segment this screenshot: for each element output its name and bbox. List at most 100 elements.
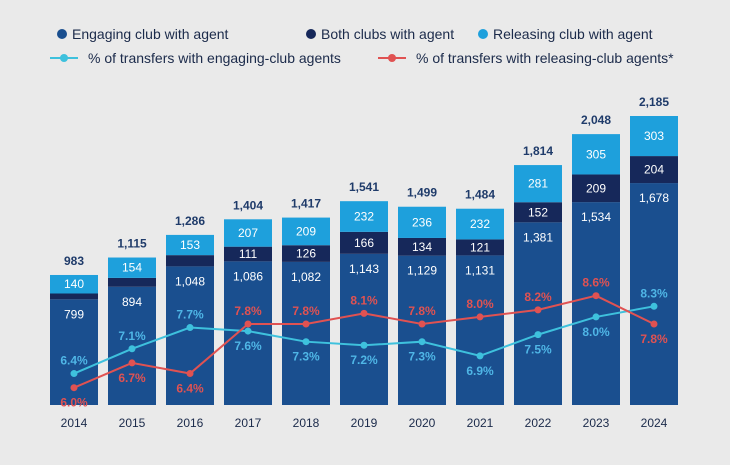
engaging-agents-line-label: 7.5% xyxy=(524,343,552,357)
x-tick-label: 2018 xyxy=(293,416,320,430)
engaging-segment xyxy=(514,222,562,405)
engaging-agents-line-point xyxy=(70,370,78,378)
releasing-segment-label: 154 xyxy=(122,261,142,275)
releasing-segment xyxy=(50,274,98,294)
x-tick-label: 2016 xyxy=(177,416,204,430)
releasing-segment xyxy=(224,219,272,247)
engaging-agents-line-point xyxy=(534,331,542,339)
releasing-segment-label: 209 xyxy=(296,224,316,238)
releasing-segment xyxy=(630,116,678,157)
engaging-agents-line-label: 7.3% xyxy=(408,350,436,364)
releasing-agents-line-point xyxy=(476,313,484,321)
bar-total-label: 1,286 xyxy=(175,214,205,228)
both-segment xyxy=(224,246,272,262)
bar-total-label: 1,484 xyxy=(465,188,495,202)
both-segment xyxy=(572,174,620,203)
engaging-segment-label: 1,048 xyxy=(175,274,205,288)
legend-releasing-line-marker xyxy=(388,54,396,62)
both-segment xyxy=(630,156,678,184)
releasing-agents-line-label: 6.0% xyxy=(60,396,88,410)
x-tick-label: 2019 xyxy=(351,416,378,430)
engaging-segment-label: 1,678 xyxy=(639,191,669,205)
engaging-segment xyxy=(340,253,388,405)
engaging-agents-line-point xyxy=(418,338,426,346)
engaging-agents-line-label: 7.6% xyxy=(234,339,262,353)
releasing-segment-label: 207 xyxy=(238,226,258,240)
lines-group: 6.4% 7.1% 7.7% 7.6% 7.3% 7.2% 7.3% 6.9% 7.5% 8.0%… xyxy=(60,276,668,410)
x-tick-label: 2017 xyxy=(235,416,262,430)
both-segment xyxy=(456,239,504,256)
releasing-agents-line-point xyxy=(360,309,368,317)
x-tick-label: 2021 xyxy=(467,416,494,430)
legend-engaging-label: Engaging club with agent xyxy=(72,26,229,42)
legend-engaging-swatch xyxy=(57,29,67,39)
engaging-agents-line-label: 6.4% xyxy=(60,354,88,368)
engaging-segment-label: 1,082 xyxy=(291,270,321,284)
releasing-agents-line-point xyxy=(70,384,78,392)
engaging-segment-label: 1,381 xyxy=(523,230,553,244)
releasing-segment xyxy=(572,134,620,175)
releasing-segment xyxy=(340,201,388,232)
releasing-agents-line-label: 8.2% xyxy=(524,290,552,304)
releasing-agents-line-label: 7.8% xyxy=(640,332,668,346)
both-segment-label: 152 xyxy=(528,205,548,219)
both-segment xyxy=(398,237,446,256)
engaging-agents-line-point xyxy=(592,313,600,321)
releasing-agents-line-point xyxy=(418,320,426,328)
legend-both-swatch xyxy=(306,29,316,39)
engaging-agents-line-label: 7.3% xyxy=(292,350,320,364)
x-tick-label: 2022 xyxy=(525,416,552,430)
engaging-segment-label: 1,143 xyxy=(349,262,379,276)
engaging-segment xyxy=(166,266,214,405)
engaging-agents-line-point xyxy=(302,338,310,346)
legend-releasing-swatch xyxy=(478,29,488,39)
engaging-segment xyxy=(282,261,330,405)
legend-engaging-line-label: % of transfers with engaging-club agents xyxy=(88,50,341,66)
legend: Engaging club with agent Both clubs with… xyxy=(50,26,674,66)
both-segment-label: 209 xyxy=(586,181,606,195)
releasing-agents-line-label: 8.6% xyxy=(582,276,610,290)
x-tick-label: 2020 xyxy=(409,416,436,430)
bar-total-label: 2,185 xyxy=(639,95,669,109)
both-segment-label: 111 xyxy=(239,247,258,261)
engaging-segment-label: 1,534 xyxy=(581,210,611,224)
releasing-agents-line-label: 7.8% xyxy=(408,304,436,318)
releasing-agents-line-label: 7.8% xyxy=(234,304,262,318)
releasing-agents-line-label: 6.7% xyxy=(118,371,146,385)
bar-total-label: 1,541 xyxy=(349,180,379,194)
bar-total-label: 983 xyxy=(64,254,84,268)
engaging-agents-line-point xyxy=(186,324,194,332)
releasing-segment xyxy=(456,208,504,240)
engaging-agents-line-label: 6.9% xyxy=(466,364,494,378)
bar-total-label: 1,417 xyxy=(291,197,321,211)
engaging-agents-line-label: 7.2% xyxy=(350,353,378,367)
releasing-segment-label: 281 xyxy=(528,177,548,191)
engaging-segment xyxy=(398,255,446,405)
releasing-segment-label: 236 xyxy=(412,215,432,229)
engaging-segment-label: 894 xyxy=(122,295,142,309)
releasing-segment xyxy=(282,217,330,246)
legend-releasing-label: Releasing club with agent xyxy=(493,26,653,42)
x-axis: 2014 2015 2016 2017 2018 2019 2020 2021 2022 2023… xyxy=(61,416,668,430)
releasing-agents-line-label: 8.0% xyxy=(466,297,494,311)
engaging-segment-label: 1,086 xyxy=(233,269,263,283)
x-tick-label: 2023 xyxy=(583,416,610,430)
bar-total-label: 1,115 xyxy=(117,237,147,251)
bar-total-label: 1,814 xyxy=(523,144,553,158)
both-segment xyxy=(514,202,562,223)
engaging-segment xyxy=(456,255,504,405)
releasing-segment-label: 303 xyxy=(644,129,664,143)
releasing-agents-line-point xyxy=(244,320,252,328)
releasing-agents-line-label: 6.4% xyxy=(176,382,204,396)
releasing-segment-label: 153 xyxy=(180,238,200,252)
both-segment xyxy=(340,231,388,254)
releasing-segment-label: 305 xyxy=(586,147,606,161)
releasing-agents-line-label: 7.8% xyxy=(292,304,320,318)
both-segment-label: 121 xyxy=(470,240,490,254)
engaging-segment-label: 799 xyxy=(64,307,84,321)
releasing-agents-line-point xyxy=(186,370,194,378)
x-tick-label: 2014 xyxy=(61,416,88,430)
engaging-agents-line-label: 7.7% xyxy=(176,308,204,322)
releasing-agents-line-point xyxy=(302,320,310,328)
